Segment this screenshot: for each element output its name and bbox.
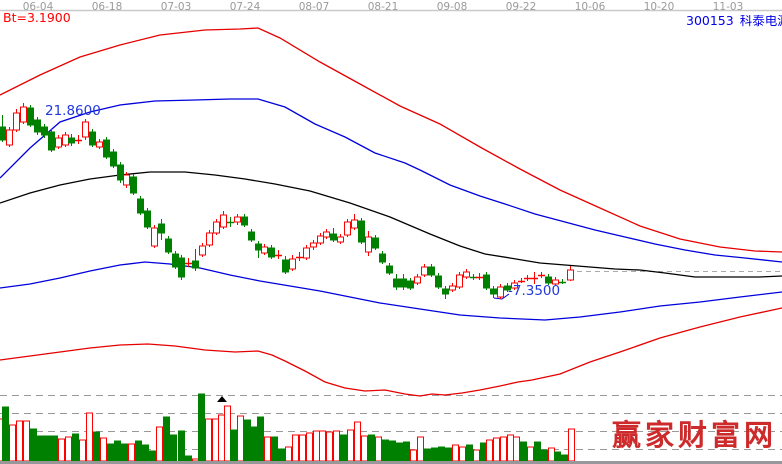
x-axis-label: 08-07 <box>298 1 330 13</box>
x-axis-label: 08-21 <box>367 1 399 13</box>
x-axis-label: 07-03 <box>160 1 192 13</box>
indicator-label: Bt=3.1900 <box>3 10 71 25</box>
x-axis-label: 06-18 <box>91 1 123 13</box>
x-axis-label: 10-06 <box>574 1 606 13</box>
band-middle-black <box>0 171 782 278</box>
band-lower-blue <box>0 261 782 321</box>
low-pointer-line <box>493 293 510 300</box>
x-axis: 06-04 06-18 07-03 07-24 08-07 08-21 09-08 09-22… <box>0 0 782 13</box>
watermark: 赢家财富网 <box>612 418 778 452</box>
band-upper-red <box>0 27 782 253</box>
triangle-marker-icon <box>217 396 227 402</box>
x-axis-label: 07-24 <box>229 1 261 13</box>
stock-name: 科泰电源 <box>739 15 782 28</box>
stock-title: 300153 科泰电源 <box>686 15 782 28</box>
bottom-scrollbar[interactable] <box>0 461 782 464</box>
high-annotation: 21.8600 <box>45 103 101 119</box>
band-lower-red <box>0 307 782 397</box>
x-axis-label: 10-20 <box>643 1 675 13</box>
envelope-bands <box>0 27 782 397</box>
low-annotation: -7.3500 <box>508 283 561 299</box>
x-axis-label: 09-22 <box>505 1 537 13</box>
x-axis-label: 09-08 <box>436 1 468 13</box>
candles-layer <box>0 103 574 299</box>
stock-code: 300153 <box>686 15 734 28</box>
band-upper-blue <box>0 98 782 263</box>
x-axis-label: 06-04 <box>22 1 54 13</box>
x-axis-label: 11-03 <box>712 1 744 13</box>
volume-bars <box>0 393 575 462</box>
